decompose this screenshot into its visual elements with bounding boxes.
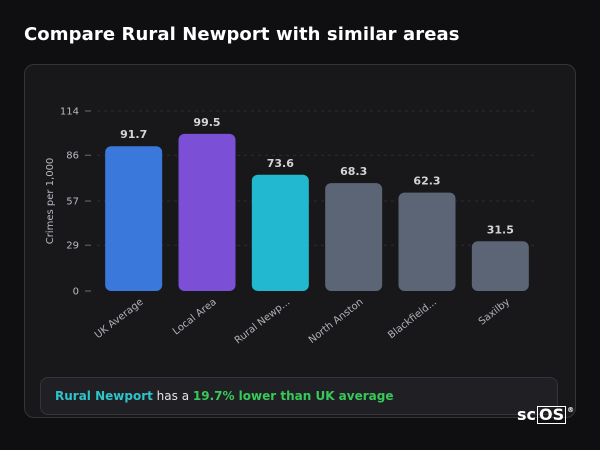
- bar-value-label: 73.6: [267, 157, 294, 170]
- bar: [251, 174, 309, 291]
- bar: [398, 192, 456, 291]
- bar: [325, 183, 383, 291]
- x-category-label: Saxilby: [477, 297, 512, 328]
- bar-value-label: 91.7: [120, 128, 147, 141]
- bar: [178, 133, 236, 291]
- x-category-label: UK Average: [93, 297, 146, 341]
- bar: [471, 241, 529, 291]
- x-category-label: North Anston: [307, 297, 366, 346]
- bar-value-label: 31.5: [487, 223, 514, 236]
- page-title: Compare Rural Newport with similar areas: [24, 24, 460, 45]
- bar-value-label: 62.3: [413, 175, 440, 188]
- logo-text: sc: [517, 405, 537, 424]
- bar-value-label: 68.3: [340, 165, 367, 178]
- x-category-label: Blackfield...: [386, 297, 439, 341]
- registered-mark: ®: [567, 406, 575, 414]
- y-tick-label: 86: [66, 151, 79, 162]
- logo-boxed-text: OS: [537, 405, 567, 424]
- bar-value-label: 99.5: [193, 116, 220, 129]
- scos-logo: sc OS ®: [517, 406, 574, 424]
- y-tick-label: 114: [60, 107, 79, 118]
- summary-connector: has a: [152, 389, 193, 403]
- chart-card: Crimes per 1,000 0 29 57 86 114 91.7 UK Average…: [24, 64, 576, 418]
- bar: [105, 146, 163, 291]
- x-category-label: Rural Newp...: [233, 297, 292, 347]
- y-axis-title: Crimes per 1,000: [45, 158, 56, 245]
- crime-comparison-chart: Crimes per 1,000 0 29 57 86 114 91.7 UK Average…: [45, 107, 537, 347]
- y-tick-label: 57: [66, 197, 79, 208]
- y-tick-label: 0: [73, 287, 79, 298]
- summary-area-name: Rural Newport: [55, 389, 153, 403]
- comparison-summary: Rural Newport has a 19.7% lower than UK …: [40, 377, 558, 415]
- y-tick-label: 29: [66, 241, 79, 252]
- x-category-label: Local Area: [171, 297, 219, 338]
- summary-stat: 19.7% lower than UK average: [192, 389, 394, 403]
